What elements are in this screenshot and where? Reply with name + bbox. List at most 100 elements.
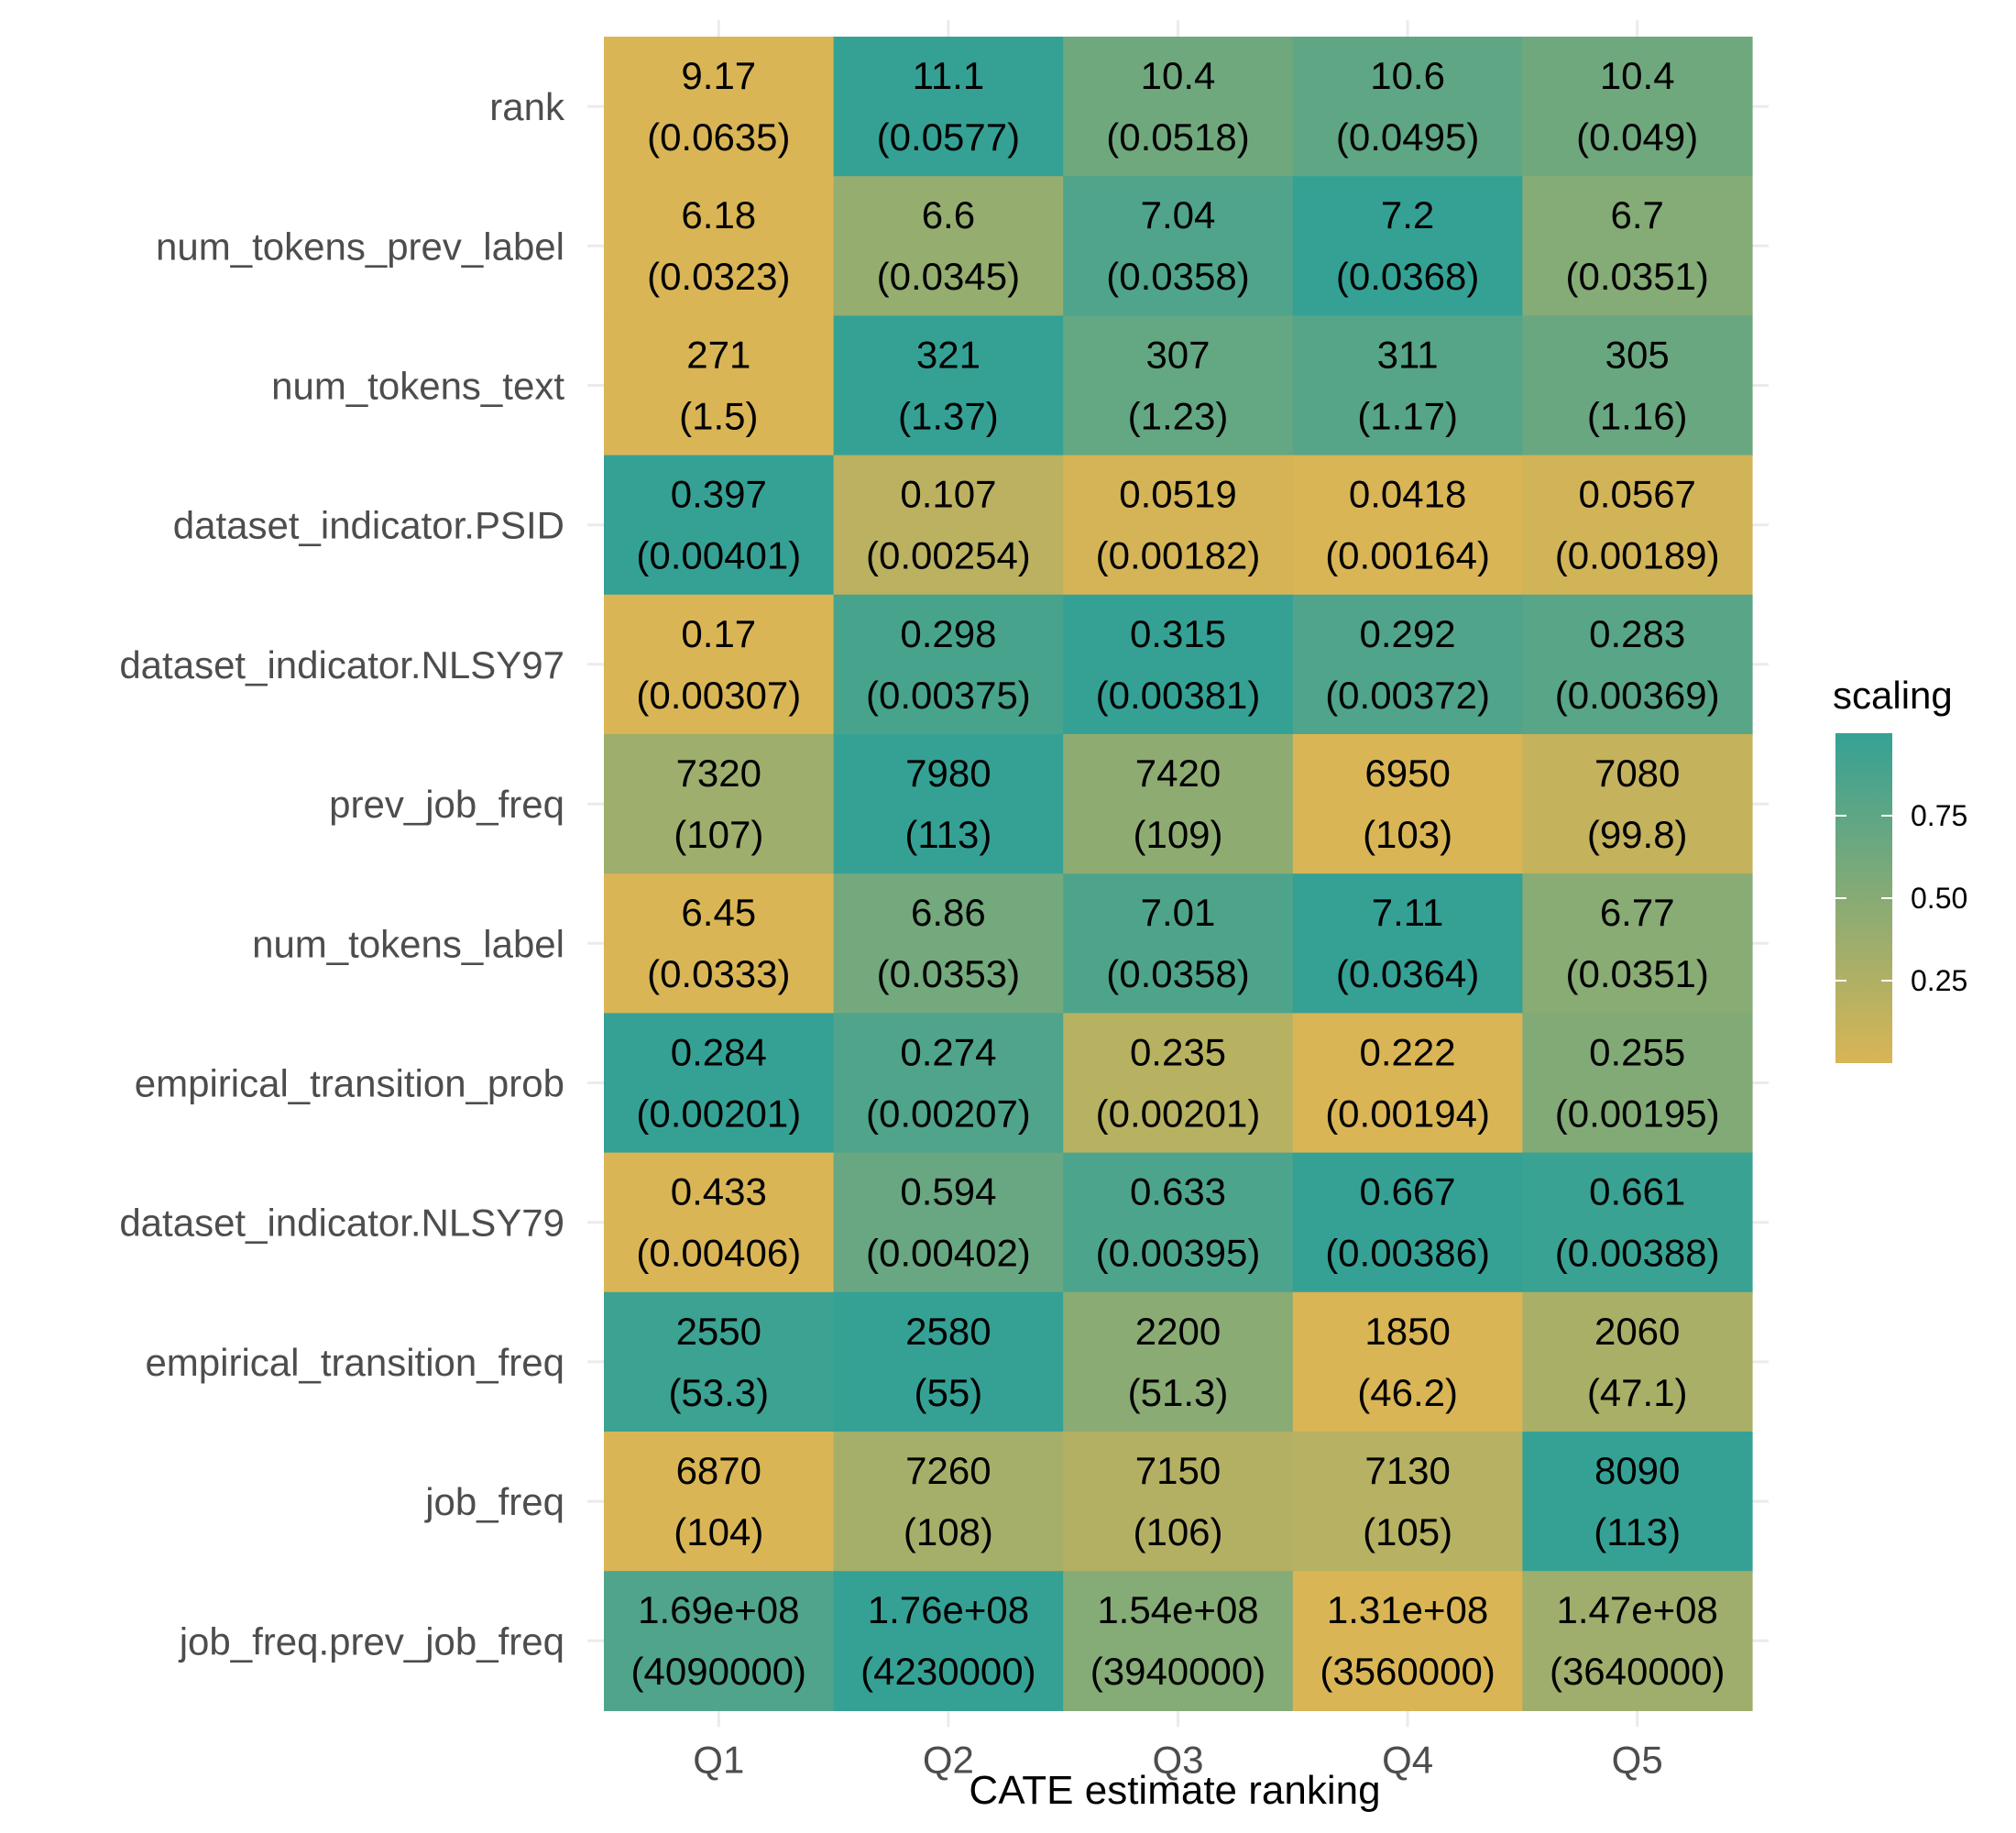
- cell-value-label: 305: [1605, 333, 1670, 376]
- cell-stderr-label: (0.00254): [866, 534, 1031, 577]
- y-tick-label: dataset_indicator.NLSY79: [119, 1202, 564, 1245]
- cell-stderr-label: (46.2): [1357, 1371, 1458, 1414]
- cell-value-label: 0.0519: [1119, 473, 1236, 516]
- heatmap-cell: [604, 315, 835, 456]
- y-tick-label: empirical_transition_freq: [145, 1341, 564, 1384]
- cell-stderr-label: (103): [1363, 813, 1452, 856]
- heatmap-cell: [1063, 455, 1294, 596]
- cell-value-label: 0.315: [1130, 612, 1226, 655]
- cell-stderr-label: (113): [904, 813, 992, 856]
- heatmap-cell: [1522, 37, 1753, 177]
- heatmap-cell: [833, 176, 1064, 316]
- cell-stderr-label: (51.3): [1128, 1371, 1229, 1414]
- heatmap-cell: [1292, 734, 1523, 874]
- cell-value-label: 0.667: [1360, 1170, 1456, 1213]
- legend-tick-label: 0.25: [1911, 964, 1967, 997]
- cell-value-label: 307: [1145, 333, 1210, 376]
- cell-stderr-label: (0.00189): [1555, 534, 1720, 577]
- y-tick-label: dataset_indicator.NLSY97: [119, 643, 564, 686]
- heatmap-cell: [1522, 315, 1753, 456]
- cell-value-label: 321: [916, 333, 981, 376]
- cell-stderr-label: (0.00164): [1325, 534, 1490, 577]
- heatmap-cell: [1063, 873, 1294, 1014]
- cell-stderr-label: (0.0333): [647, 952, 790, 995]
- cell-value-label: 10.4: [1141, 54, 1216, 97]
- cell-value-label: 1.31e+08: [1327, 1588, 1488, 1631]
- cell-value-label: 2060: [1594, 1310, 1680, 1353]
- y-tick-label: job_freq.prev_job_freq: [178, 1619, 564, 1663]
- heatmap-cell: [1063, 1013, 1294, 1154]
- cell-value-label: 0.397: [671, 473, 767, 516]
- x-tick-label: Q1: [693, 1738, 744, 1781]
- heatmap-cell: [604, 734, 835, 874]
- heatmap-cell: [604, 37, 835, 177]
- cell-stderr-label: (105): [1363, 1510, 1452, 1553]
- heatmap-cell: [1292, 37, 1523, 177]
- cell-stderr-label: (0.0635): [647, 115, 790, 159]
- heatmap-cell: [1292, 594, 1523, 735]
- cell-value-label: 0.0418: [1349, 473, 1466, 516]
- cell-value-label: 6.7: [1611, 193, 1664, 236]
- heatmap-cell: [1063, 734, 1294, 874]
- heatmap-cell: [1292, 1432, 1523, 1572]
- heatmap-cell: [833, 1013, 1064, 1154]
- heatmap-cell: [1522, 1152, 1753, 1293]
- cell-value-label: 6870: [676, 1449, 761, 1492]
- cell-stderr-label: (3940000): [1090, 1650, 1265, 1693]
- cell-value-label: 0.222: [1360, 1030, 1456, 1073]
- heatmap-cell: [833, 315, 1064, 456]
- cell-stderr-label: (0.0351): [1565, 952, 1708, 995]
- cell-value-label: 7.01: [1141, 891, 1216, 934]
- cell-value-label: 6.86: [911, 891, 986, 934]
- heatmap-cell: [1522, 1291, 1753, 1432]
- cell-stderr-label: (0.00207): [866, 1092, 1031, 1135]
- heatmap-cell: [604, 1571, 835, 1711]
- heatmap-cell: [833, 734, 1064, 874]
- cell-stderr-label: (106): [1133, 1510, 1222, 1553]
- cell-stderr-label: (1.5): [679, 394, 758, 437]
- cell-value-label: 2200: [1135, 1310, 1221, 1353]
- heatmap-cell: [833, 1432, 1064, 1572]
- cell-stderr-label: (0.00381): [1096, 674, 1261, 717]
- heatmap-cell: [604, 594, 835, 735]
- legend-ticks: 0.25 0.50 0.75: [1835, 799, 1967, 997]
- cell-stderr-label: (1.17): [1357, 394, 1458, 437]
- cell-value-label: 271: [686, 333, 751, 376]
- cell-value-label: 1.69e+08: [638, 1588, 799, 1631]
- cell-value-label: 0.235: [1130, 1030, 1226, 1073]
- cell-stderr-label: (47.1): [1587, 1371, 1688, 1414]
- y-tick-label: prev_job_freq: [329, 783, 564, 826]
- heatmap-cell: [833, 1152, 1064, 1293]
- heatmap-cell: [833, 1571, 1064, 1711]
- cell-stderr-label: (0.00388): [1555, 1232, 1720, 1275]
- cell-stderr-label: (0.00406): [636, 1232, 801, 1275]
- heatmap-cell: [1292, 1571, 1523, 1711]
- heatmap-cell: [1292, 1152, 1523, 1293]
- cell-value-label: 0.661: [1589, 1170, 1685, 1213]
- cell-stderr-label: (4090000): [631, 1650, 806, 1693]
- cell-stderr-label: (0.00369): [1555, 674, 1720, 717]
- cell-stderr-label: (0.00195): [1555, 1092, 1720, 1135]
- heatmap-cell: [1522, 176, 1753, 316]
- cell-stderr-label: (0.0577): [877, 115, 1020, 159]
- cell-value-label: 0.107: [900, 473, 996, 516]
- cell-value-label: 0.433: [671, 1170, 767, 1213]
- cell-value-label: 0.292: [1360, 612, 1456, 655]
- cell-value-label: 0.283: [1589, 612, 1685, 655]
- cell-stderr-label: (0.00194): [1325, 1092, 1490, 1135]
- legend-tick-label: 0.75: [1911, 799, 1967, 832]
- cell-stderr-label: (0.0358): [1106, 952, 1249, 995]
- cell-stderr-label: (1.23): [1128, 394, 1229, 437]
- cell-value-label: 10.6: [1370, 54, 1445, 97]
- cell-stderr-label: (0.00402): [866, 1232, 1031, 1275]
- heatmap-cell: [604, 1152, 835, 1293]
- heatmap-cell: [1292, 1013, 1523, 1154]
- heatmap-cell: [1063, 1291, 1294, 1432]
- cell-stderr-label: (4230000): [860, 1650, 1035, 1693]
- heatmap-cell: [1522, 1432, 1753, 1572]
- legend: scaling 0.25 0.50 0.75: [1833, 674, 1967, 1063]
- cell-stderr-label: (107): [674, 813, 763, 856]
- cell-value-label: 6.45: [681, 891, 756, 934]
- cell-value-label: 0.284: [671, 1030, 767, 1073]
